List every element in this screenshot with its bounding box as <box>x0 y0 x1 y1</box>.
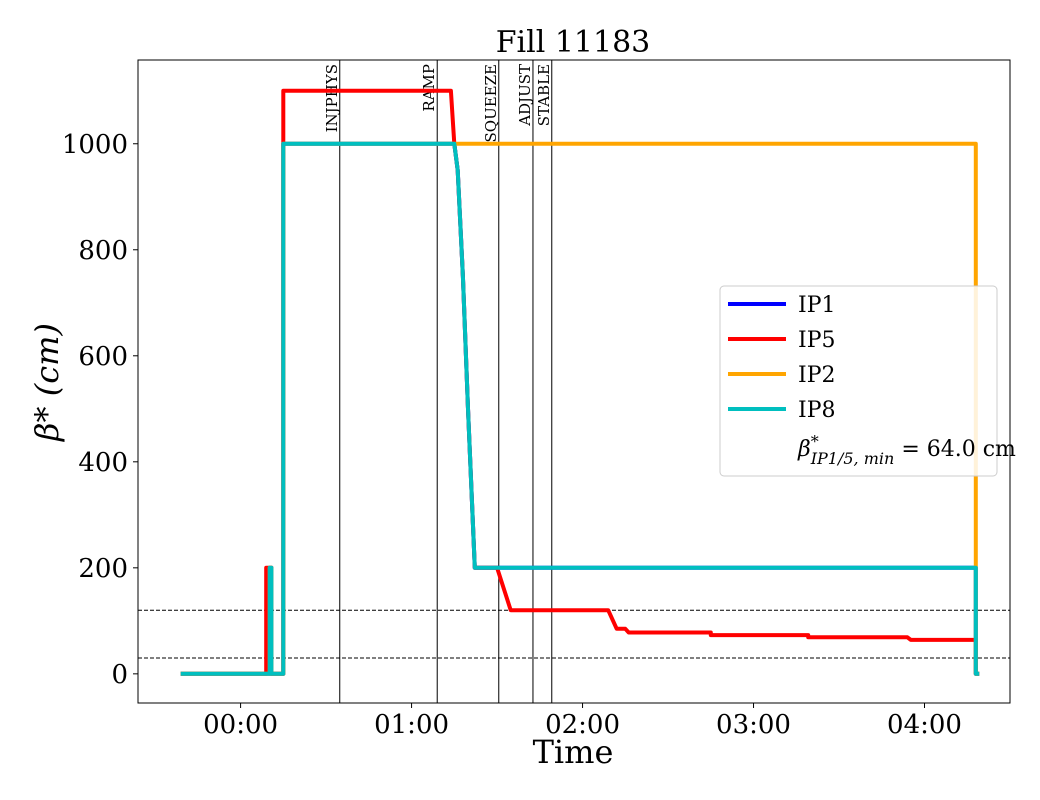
x-tick-label: 00:00 <box>203 710 278 740</box>
series-line-ip8 <box>180 141 980 676</box>
legend-box <box>719 285 998 477</box>
y-tick-label: 200 <box>78 554 128 584</box>
x-axis-label: Time <box>533 733 614 771</box>
x-tick-label: 04:00 <box>887 710 962 740</box>
y-tick-label: 0 <box>111 660 128 690</box>
x-tick-label: 02:00 <box>545 710 620 740</box>
legend-beta-min-note: β* IP1/5, min = 64.0 cm <box>797 432 1016 468</box>
phase-label-ramp: RAMP <box>420 64 438 112</box>
y-axis-label: β* (cm) <box>28 323 66 442</box>
chart-title: Fill 11183 <box>496 25 651 60</box>
legend: IP1 IP5 IP2 IP8 β* IP1/5, min = 64.0 cm <box>719 285 1016 477</box>
legend-label-ip1: IP1 <box>798 293 836 318</box>
legend-label-ip5: IP5 <box>798 328 836 353</box>
x-tick-label: 01:00 <box>374 710 449 740</box>
legend-label-ip2: IP2 <box>798 363 836 388</box>
axes-frame <box>137 59 1011 704</box>
phase-label-adjust: ADJUST <box>516 64 534 127</box>
legend-label-ip8: IP8 <box>798 398 836 423</box>
y-tick-label: 400 <box>78 448 128 478</box>
y-tick-label: 1000 <box>62 130 128 160</box>
x-tick-label: 03:00 <box>716 710 791 740</box>
phase-label-injphys: INJPHYS <box>323 64 341 132</box>
phase-label-stable: STABLE <box>535 64 553 126</box>
y-tick-label: 800 <box>78 236 128 266</box>
y-tick-label: 600 <box>78 342 128 372</box>
phase-label-squeeze: SQUEEZE <box>482 64 500 143</box>
